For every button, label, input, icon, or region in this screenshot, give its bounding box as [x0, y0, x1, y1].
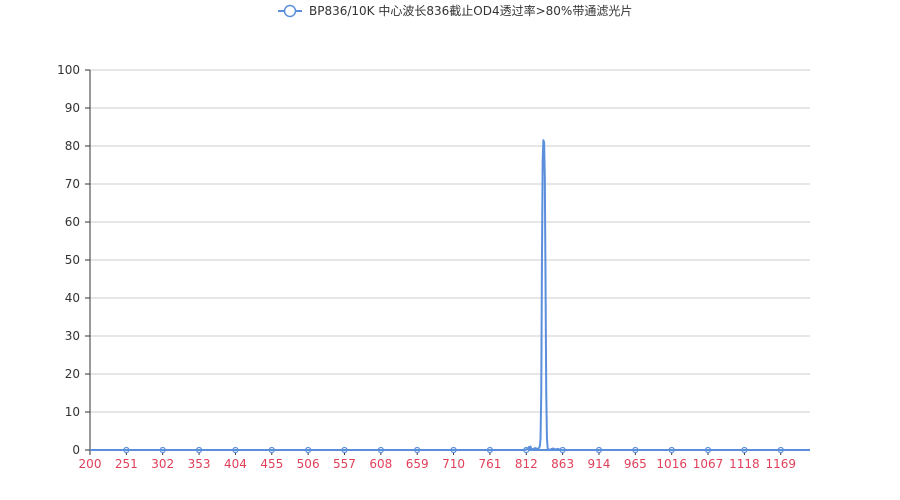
- x-tick-label: 200: [79, 457, 102, 471]
- series-layer: [90, 139, 810, 451]
- x-tick-label: 251: [115, 457, 138, 471]
- y-tick-label: 0: [72, 443, 80, 457]
- x-tick-label: 1067: [693, 457, 724, 471]
- series-line: [90, 139, 810, 451]
- y-tick-label: 90: [65, 101, 80, 115]
- y-tick-label: 70: [65, 177, 80, 191]
- y-tick-label: 30: [65, 329, 80, 343]
- legend[interactable]: BP836/10K 中心波长836截止OD4透过率>80%带通滤光片: [278, 3, 632, 18]
- x-tick-label: 710: [442, 457, 465, 471]
- y-tick-label: 10: [65, 405, 80, 419]
- x-tick-label: 557: [333, 457, 356, 471]
- legend-circle-marker: [283, 4, 297, 18]
- x-tick-label: 863: [551, 457, 574, 471]
- x-axis-tick-labels: 200 251 302 353 404 455 506 557 608 659 710 761 812 8…: [79, 446, 796, 471]
- x-tick-label: 404: [224, 457, 247, 471]
- y-tick-label: 100: [57, 63, 80, 77]
- x-tick-label: 1118: [729, 457, 760, 471]
- x-tick-label: 812: [515, 457, 538, 471]
- y-tick-label: 20: [65, 367, 80, 381]
- x-tick-label: 965: [624, 457, 647, 471]
- x-tick-label: 761: [478, 457, 501, 471]
- x-tick-label: 506: [297, 457, 320, 471]
- y-tick-label: 80: [65, 139, 80, 153]
- x-tick-label: 659: [406, 457, 429, 471]
- x-tick-label: 353: [188, 457, 211, 471]
- x-tick-label: 455: [260, 457, 283, 471]
- y-tick-label: 60: [65, 215, 80, 229]
- x-tick-label: 302: [151, 457, 174, 471]
- y-axis-tick-labels: 0 10 20 30 40 50 60 70 80 90 100: [57, 63, 80, 457]
- x-tick-label: 914: [588, 457, 611, 471]
- legend-label: BP836/10K 中心波长836截止OD4透过率>80%带通滤光片: [309, 3, 632, 18]
- x-tick-label: 1016: [656, 457, 687, 471]
- grid-lines: [85, 69, 810, 451]
- y-tick-label: 50: [65, 253, 80, 267]
- y-tick-label: 40: [65, 291, 80, 305]
- x-tick-label: 608: [369, 457, 392, 471]
- x-tick-label: 1169: [765, 457, 796, 471]
